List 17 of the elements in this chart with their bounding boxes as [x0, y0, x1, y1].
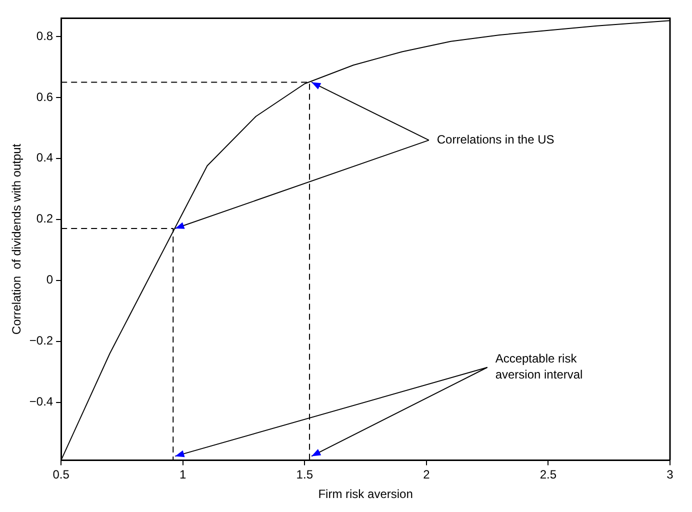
annotation: Correlations in the US	[436, 132, 554, 147]
x-tick-label: 2	[423, 468, 430, 482]
x-axis-title: Firm risk aversion	[318, 487, 413, 502]
y-tick-label: 0.2	[36, 212, 54, 226]
x-tick-label: 2.5	[540, 468, 557, 482]
y-tick-label: −0.2	[29, 334, 54, 348]
x-tick-label: 0.5	[52, 468, 70, 482]
x-tick-label: 1	[180, 468, 187, 482]
y-tick-label: −0.4	[29, 394, 54, 409]
y-tick-label: 0.6	[36, 90, 54, 104]
annotation: Acceptable risk aversion interval	[495, 352, 583, 382]
x-tick-label: 3	[666, 468, 674, 482]
y-tick-label: 0.4	[36, 150, 54, 165]
y-axis-title: Correlation of dividends with output	[10, 143, 24, 335]
x-tick-label: 1.5	[296, 468, 314, 482]
y-tick-label: 0	[46, 272, 54, 287]
y-tick-label: 0.8	[36, 28, 54, 43]
